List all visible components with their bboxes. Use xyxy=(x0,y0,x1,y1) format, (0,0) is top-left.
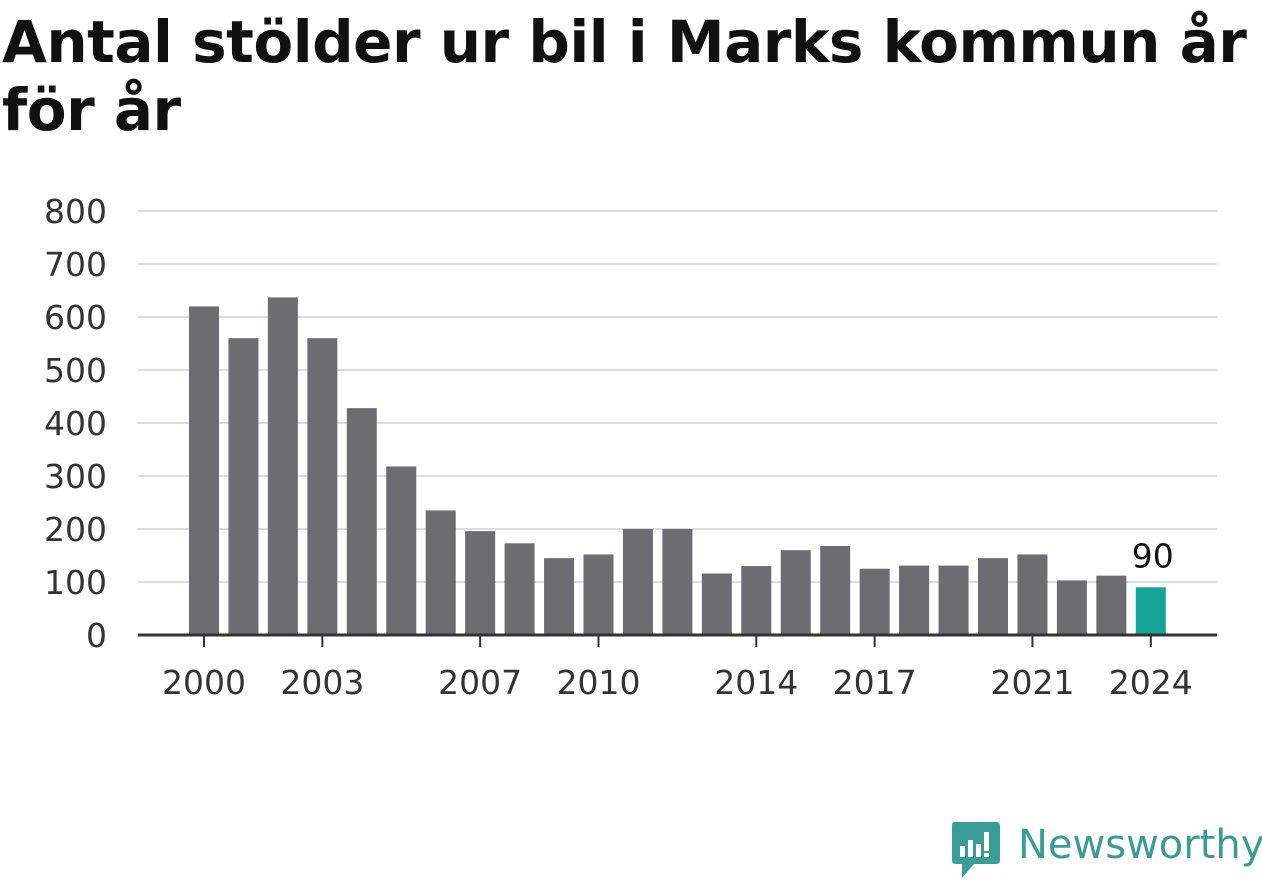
bar xyxy=(701,573,732,635)
x-tick-label: 2000 xyxy=(162,663,246,702)
bar xyxy=(465,531,496,635)
y-tick-label: 200 xyxy=(44,510,107,549)
bar xyxy=(425,510,456,635)
bar xyxy=(859,568,890,635)
bar xyxy=(228,338,259,635)
x-tick-label: 2014 xyxy=(714,663,798,702)
y-tick-label: 400 xyxy=(44,404,107,443)
bar xyxy=(1017,554,1048,635)
y-tick-label: 300 xyxy=(44,457,107,496)
bar xyxy=(938,565,969,635)
x-tick-label: 2021 xyxy=(990,663,1074,702)
chart-title: Antal stölder ur bil i Marks kommun år f… xyxy=(2,8,1247,144)
bar xyxy=(386,466,417,635)
x-tick-label: 2024 xyxy=(1109,663,1193,702)
y-tick-label: 0 xyxy=(86,616,107,655)
bar xyxy=(307,338,338,635)
x-tick-label: 2017 xyxy=(833,663,917,702)
bar xyxy=(504,543,535,635)
x-tick-label: 2010 xyxy=(557,663,641,702)
annotations: 90 xyxy=(1132,536,1174,575)
x-tick-label: 2003 xyxy=(280,663,364,702)
bar xyxy=(662,529,693,635)
x-tick-label: 2007 xyxy=(438,663,522,702)
y-tick-label: 800 xyxy=(44,192,107,231)
newsworthy-logo: Newsworthy xyxy=(950,818,1262,880)
x-axis-tick-labels: 2000 2003 2007 2010 2014 2017 2021 2024 xyxy=(162,635,1193,702)
bar xyxy=(1056,580,1087,635)
y-tick-label: 700 xyxy=(44,245,107,284)
newsworthy-logo-text: Newsworthy xyxy=(1018,822,1262,868)
bars xyxy=(189,297,1166,635)
bar xyxy=(346,408,377,635)
bar xyxy=(780,550,811,635)
data-label-highlight: 90 xyxy=(1132,536,1174,575)
bar-highlight xyxy=(1135,587,1166,635)
bar xyxy=(622,529,653,635)
bar xyxy=(189,306,219,635)
bar xyxy=(899,565,930,635)
bar xyxy=(583,554,614,635)
bar xyxy=(267,297,298,635)
newsworthy-logo-icon xyxy=(952,822,1000,878)
bar xyxy=(978,558,1008,635)
bar xyxy=(820,545,851,635)
bar xyxy=(1096,575,1127,635)
y-axis-tick-labels: 0 100 200 300 400 500 600 700 800 xyxy=(44,192,107,655)
y-tick-label: 100 xyxy=(44,563,107,602)
bar xyxy=(741,566,772,635)
bar xyxy=(544,558,575,635)
grid-lines xyxy=(138,210,1217,583)
y-tick-label: 600 xyxy=(44,298,107,337)
y-tick-label: 500 xyxy=(44,351,107,390)
